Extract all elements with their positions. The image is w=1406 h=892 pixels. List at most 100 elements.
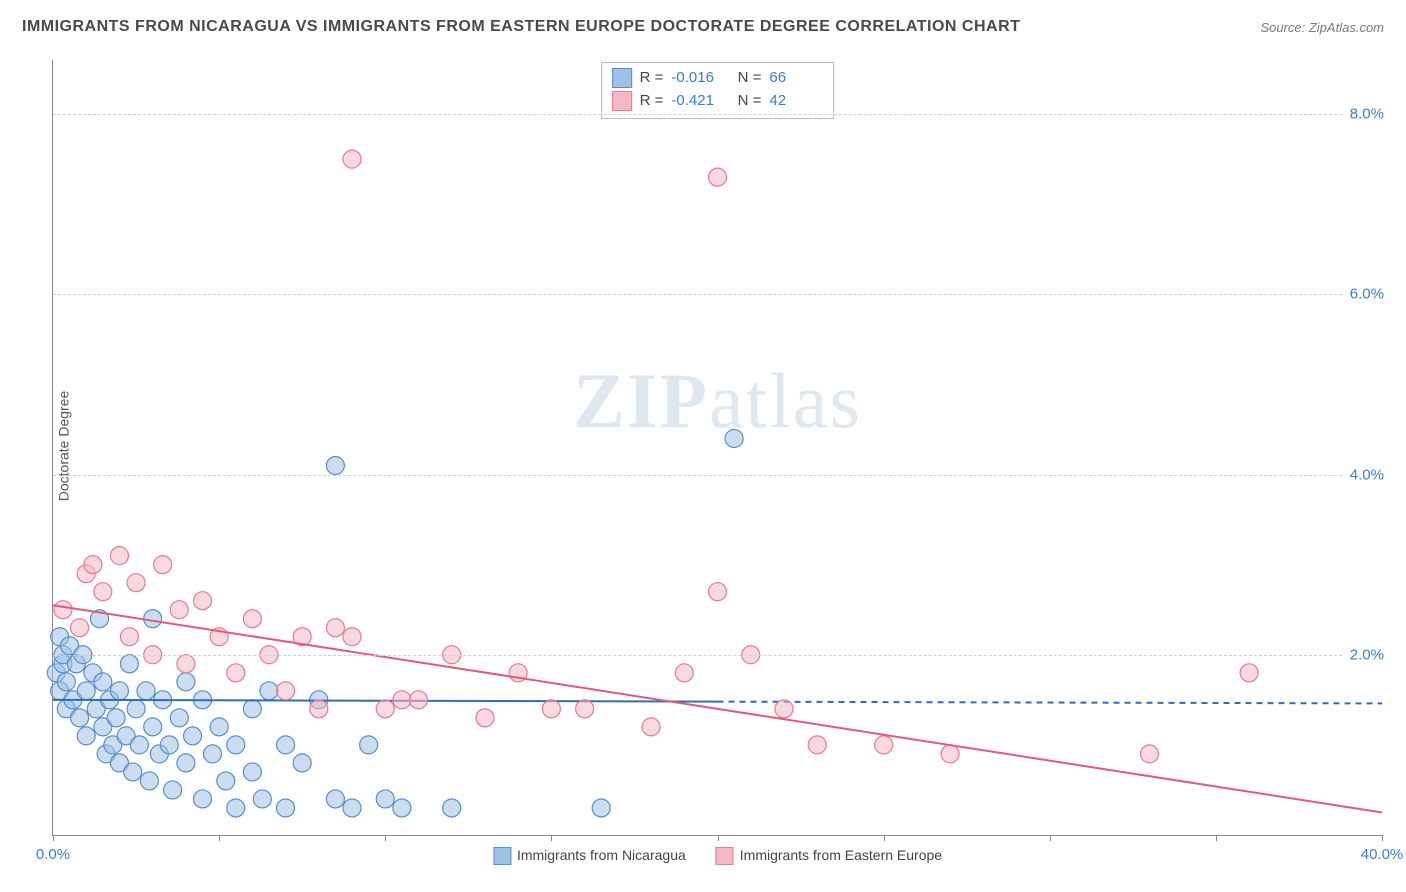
data-point (725, 429, 743, 447)
legend-swatch (612, 91, 632, 111)
stats-r-label: R = (640, 67, 664, 90)
data-point (542, 700, 560, 718)
legend-label: Immigrants from Eastern Europe (740, 847, 942, 863)
legend-swatch (716, 847, 734, 865)
data-point (476, 709, 494, 727)
data-point (709, 583, 727, 601)
data-point (941, 745, 959, 763)
stats-row: R = -0.016 N = 66 (612, 67, 824, 90)
stats-legend-box: R = -0.016 N = 66 R = -0.421 N = 42 (601, 62, 835, 119)
y-tick-label: 4.0% (1344, 466, 1384, 483)
data-point (243, 610, 261, 628)
regression-line-dashed (718, 702, 1383, 704)
data-point (808, 736, 826, 754)
data-point (110, 547, 128, 565)
data-point (326, 457, 344, 475)
data-point (376, 700, 394, 718)
data-point (160, 736, 178, 754)
x-tick-label: 40.0% (1361, 846, 1404, 863)
y-tick-label: 8.0% (1344, 106, 1384, 123)
data-point (393, 799, 411, 817)
data-point (144, 718, 162, 736)
data-point (130, 736, 148, 754)
data-point (154, 556, 172, 574)
data-point (124, 763, 142, 781)
x-tick-mark (718, 835, 719, 841)
legend-label: Immigrants from Nicaragua (517, 847, 686, 863)
data-point (177, 754, 195, 772)
x-tick-mark (219, 835, 220, 841)
gridline (53, 114, 1382, 115)
source-credit: Source: ZipAtlas.com (1260, 20, 1384, 35)
stats-r-value: -0.421 (671, 90, 725, 113)
data-point (293, 754, 311, 772)
plot-area: ZIPatlas R =-0.016 N =66R =-0.421 N =42 … (52, 60, 1382, 836)
data-point (592, 799, 610, 817)
data-point (393, 691, 411, 709)
data-point (277, 682, 295, 700)
data-point (71, 619, 89, 637)
data-point (243, 700, 261, 718)
data-point (177, 655, 195, 673)
stats-r-label: R = (640, 90, 664, 113)
data-point (110, 682, 128, 700)
data-point (120, 628, 138, 646)
stats-n-label: N = (733, 90, 761, 113)
data-point (1240, 664, 1258, 682)
data-point (227, 799, 245, 817)
data-point (243, 763, 261, 781)
stats-n-value: 66 (769, 67, 823, 90)
data-point (709, 168, 727, 186)
data-point (184, 727, 202, 745)
legend-swatch (612, 68, 632, 88)
data-point (675, 664, 693, 682)
y-tick-label: 2.0% (1344, 646, 1384, 663)
data-point (54, 601, 72, 619)
data-point (170, 709, 188, 727)
legend-item: Immigrants from Eastern Europe (716, 847, 942, 865)
data-point (77, 727, 95, 745)
x-tick-label: 0.0% (36, 846, 70, 863)
data-point (260, 682, 278, 700)
data-point (227, 664, 245, 682)
data-point (576, 700, 594, 718)
data-point (144, 610, 162, 628)
data-point (194, 592, 212, 610)
stats-r-value: -0.016 (671, 67, 725, 90)
data-point (642, 718, 660, 736)
data-point (203, 745, 221, 763)
data-point (94, 673, 112, 691)
stats-n-label: N = (733, 67, 761, 90)
data-point (57, 673, 75, 691)
data-point (127, 574, 145, 592)
data-point (253, 790, 271, 808)
data-point (137, 682, 155, 700)
data-point (94, 583, 112, 601)
gridline (53, 475, 1382, 476)
y-tick-label: 6.0% (1344, 286, 1384, 303)
x-tick-mark (884, 835, 885, 841)
data-point (343, 150, 361, 168)
data-point (875, 736, 893, 754)
data-point (343, 628, 361, 646)
data-point (164, 781, 182, 799)
data-point (775, 700, 793, 718)
x-tick-mark (1382, 835, 1383, 841)
chart-title: IMMIGRANTS FROM NICARAGUA VS IMMIGRANTS … (22, 18, 1020, 36)
data-point (376, 790, 394, 808)
data-point (120, 655, 138, 673)
data-point (177, 673, 195, 691)
data-point (217, 772, 235, 790)
data-point (326, 619, 344, 637)
data-point (343, 799, 361, 817)
data-point (277, 736, 295, 754)
x-tick-mark (551, 835, 552, 841)
data-point (443, 799, 461, 817)
data-point (210, 718, 228, 736)
legend-swatch (493, 847, 511, 865)
data-point (107, 709, 125, 727)
data-point (140, 772, 158, 790)
data-point (227, 736, 245, 754)
chart-svg (53, 60, 1382, 835)
stats-n-value: 42 (769, 90, 823, 113)
